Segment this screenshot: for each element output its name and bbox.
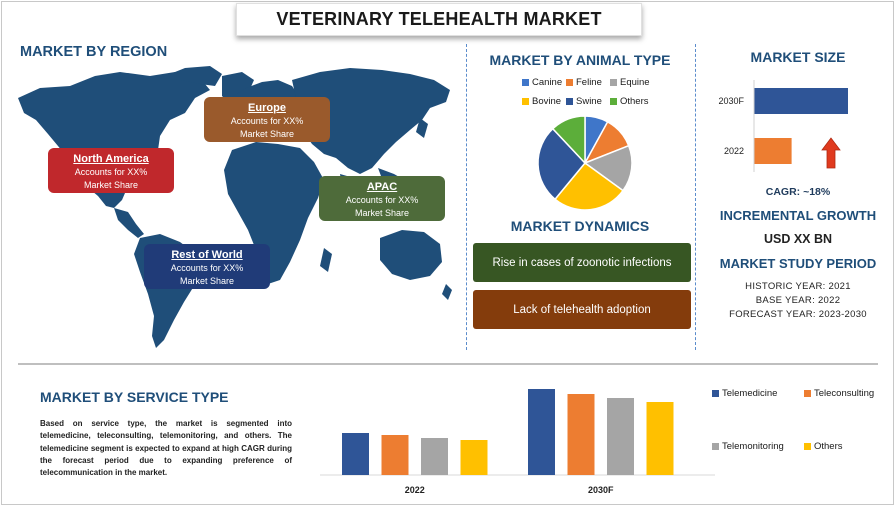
legend-item-bovine: Bovine	[522, 96, 561, 107]
service-bar-telemonitoring-2030f	[607, 398, 634, 475]
legend-swatch	[712, 443, 719, 450]
pie-slice-swine	[537, 127, 586, 201]
page-title: VETERINARY TELEHEALTH MARKET	[276, 9, 602, 29]
size-tick-label: 2030F	[718, 96, 744, 106]
region-share-label: Market Share	[239, 129, 295, 139]
divider	[466, 44, 467, 350]
legend-label: Others	[620, 96, 649, 107]
legend-label: Teleconsulting	[814, 388, 875, 399]
service-bar-others-2030f	[646, 402, 674, 475]
service-bar-telemonitoring-2022	[421, 438, 448, 475]
region-share-label: Market Share	[179, 276, 235, 286]
service-legend-item-teleconsulting: Teleconsulting	[804, 388, 874, 399]
region-name: North America	[73, 153, 149, 165]
service-legend-item-others: Others	[804, 441, 843, 452]
growth-arrow-icon	[821, 137, 841, 169]
region-name: APAC	[366, 181, 398, 193]
legend-swatch	[522, 98, 529, 105]
legend-item-others: Others	[610, 96, 649, 107]
service-tick-label: 2022	[405, 485, 425, 495]
pie-slice-others	[551, 115, 586, 165]
region-share: Accounts for XX%	[345, 195, 419, 205]
legend-swatch	[712, 390, 719, 397]
incremental-value: USD XX BN	[763, 232, 833, 246]
legend-label: Canine	[532, 77, 563, 88]
study-period-heading: MARKET STUDY PERIOD	[719, 256, 877, 271]
service-legend-item-telemonitoring: Telemonitoring	[712, 441, 784, 452]
animal-pie-chart	[537, 115, 633, 211]
region-share: Accounts for XX%	[170, 263, 244, 273]
legend-swatch	[566, 79, 573, 86]
legend-label: Feline	[576, 77, 602, 88]
legend-swatch	[804, 390, 811, 397]
legend-item-canine: Canine	[522, 77, 562, 88]
legend-swatch	[804, 443, 811, 450]
service-tick-label: 2030F	[588, 485, 614, 495]
legend-item-equine: Equine	[610, 77, 650, 88]
size-bar-2022	[754, 138, 792, 164]
service-bar-teleconsulting-2030f	[567, 394, 595, 475]
region-share: Accounts for XX%	[230, 116, 304, 126]
cagr-text: CAGR: ~18%	[765, 186, 831, 198]
dynamics-driver-text: Rise in cases of zoonotic infections	[492, 256, 672, 269]
service-description: Based on service type, the market is seg…	[40, 419, 292, 478]
service-bar-teleconsulting-2022	[381, 435, 409, 475]
region-card-europe: Europe Accounts for XX% Market Share	[204, 97, 330, 142]
dynamics-restraint-text: Lack of telehealth adoption	[513, 303, 651, 316]
region-share-label: Market Share	[83, 180, 139, 190]
market-size-bar-chart: 2030F 2022	[718, 80, 848, 172]
legend-item-swine: Swine	[566, 96, 602, 107]
forecast-year: FORECAST YEAR: 2023-2030	[729, 309, 867, 320]
dynamics-restraint-box: Lack of telehealth adoption	[473, 290, 691, 329]
legend-swatch	[610, 98, 617, 105]
title-banner: VETERINARY TELEHEALTH MARKET	[236, 3, 642, 36]
region-name: Europe	[248, 102, 286, 114]
service-legend-item-telemedicine: Telemedicine	[712, 388, 777, 399]
region-share: Accounts for XX%	[74, 167, 148, 177]
region-share-label: Market Share	[354, 208, 410, 218]
incremental-heading: INCREMENTAL GROWTH	[719, 208, 877, 223]
legend-swatch	[566, 98, 573, 105]
historic-year: HISTORIC YEAR: 2021	[745, 281, 851, 292]
legend-label: Others	[814, 441, 843, 452]
dynamics-driver-box: Rise in cases of zoonotic infections	[473, 243, 691, 282]
service-legend: Telemedicine Teleconsulting Telemonitoring…	[712, 388, 892, 468]
region-heading: MARKET BY REGION	[20, 44, 168, 60]
dynamics-heading: MARKET DYNAMICS	[510, 218, 650, 234]
legend-label: Swine	[576, 96, 602, 107]
size-bar-2030f	[754, 88, 848, 114]
legend-label: Telemonitoring	[722, 441, 784, 452]
legend-label: Equine	[620, 77, 650, 88]
pie-slice-equine	[583, 144, 633, 192]
legend-label: Bovine	[532, 96, 562, 107]
base-year: BASE YEAR: 2022	[755, 295, 841, 306]
service-bar-others-2022	[460, 440, 488, 475]
pie-slice-bovine	[553, 161, 625, 211]
service-bar-telemedicine-2022	[342, 433, 369, 475]
region-card-north-america: North America Accounts for XX% Market Sh…	[48, 148, 174, 193]
section-divider	[18, 363, 878, 365]
service-heading: MARKET BY SERVICE TYPE	[40, 389, 229, 405]
service-type-bar-chart: 2022 2030F	[320, 389, 715, 495]
legend-item-feline: Feline	[566, 77, 602, 88]
service-bar-telemedicine-2030f	[528, 389, 555, 475]
region-card-apac: APAC Accounts for XX% Market Share	[319, 176, 445, 221]
legend-label: Telemedicine	[722, 388, 778, 399]
size-heading: MARKET SIZE	[750, 49, 846, 65]
legend-swatch	[610, 79, 617, 86]
region-card-rest-of-world: Rest of World Accounts for XX% Market Sh…	[144, 244, 270, 289]
size-tick-label: 2022	[724, 146, 744, 156]
divider	[695, 44, 696, 350]
legend-swatch	[522, 79, 529, 86]
animal-heading: MARKET BY ANIMAL TYPE	[489, 52, 671, 68]
region-name: Rest of World	[171, 249, 243, 261]
